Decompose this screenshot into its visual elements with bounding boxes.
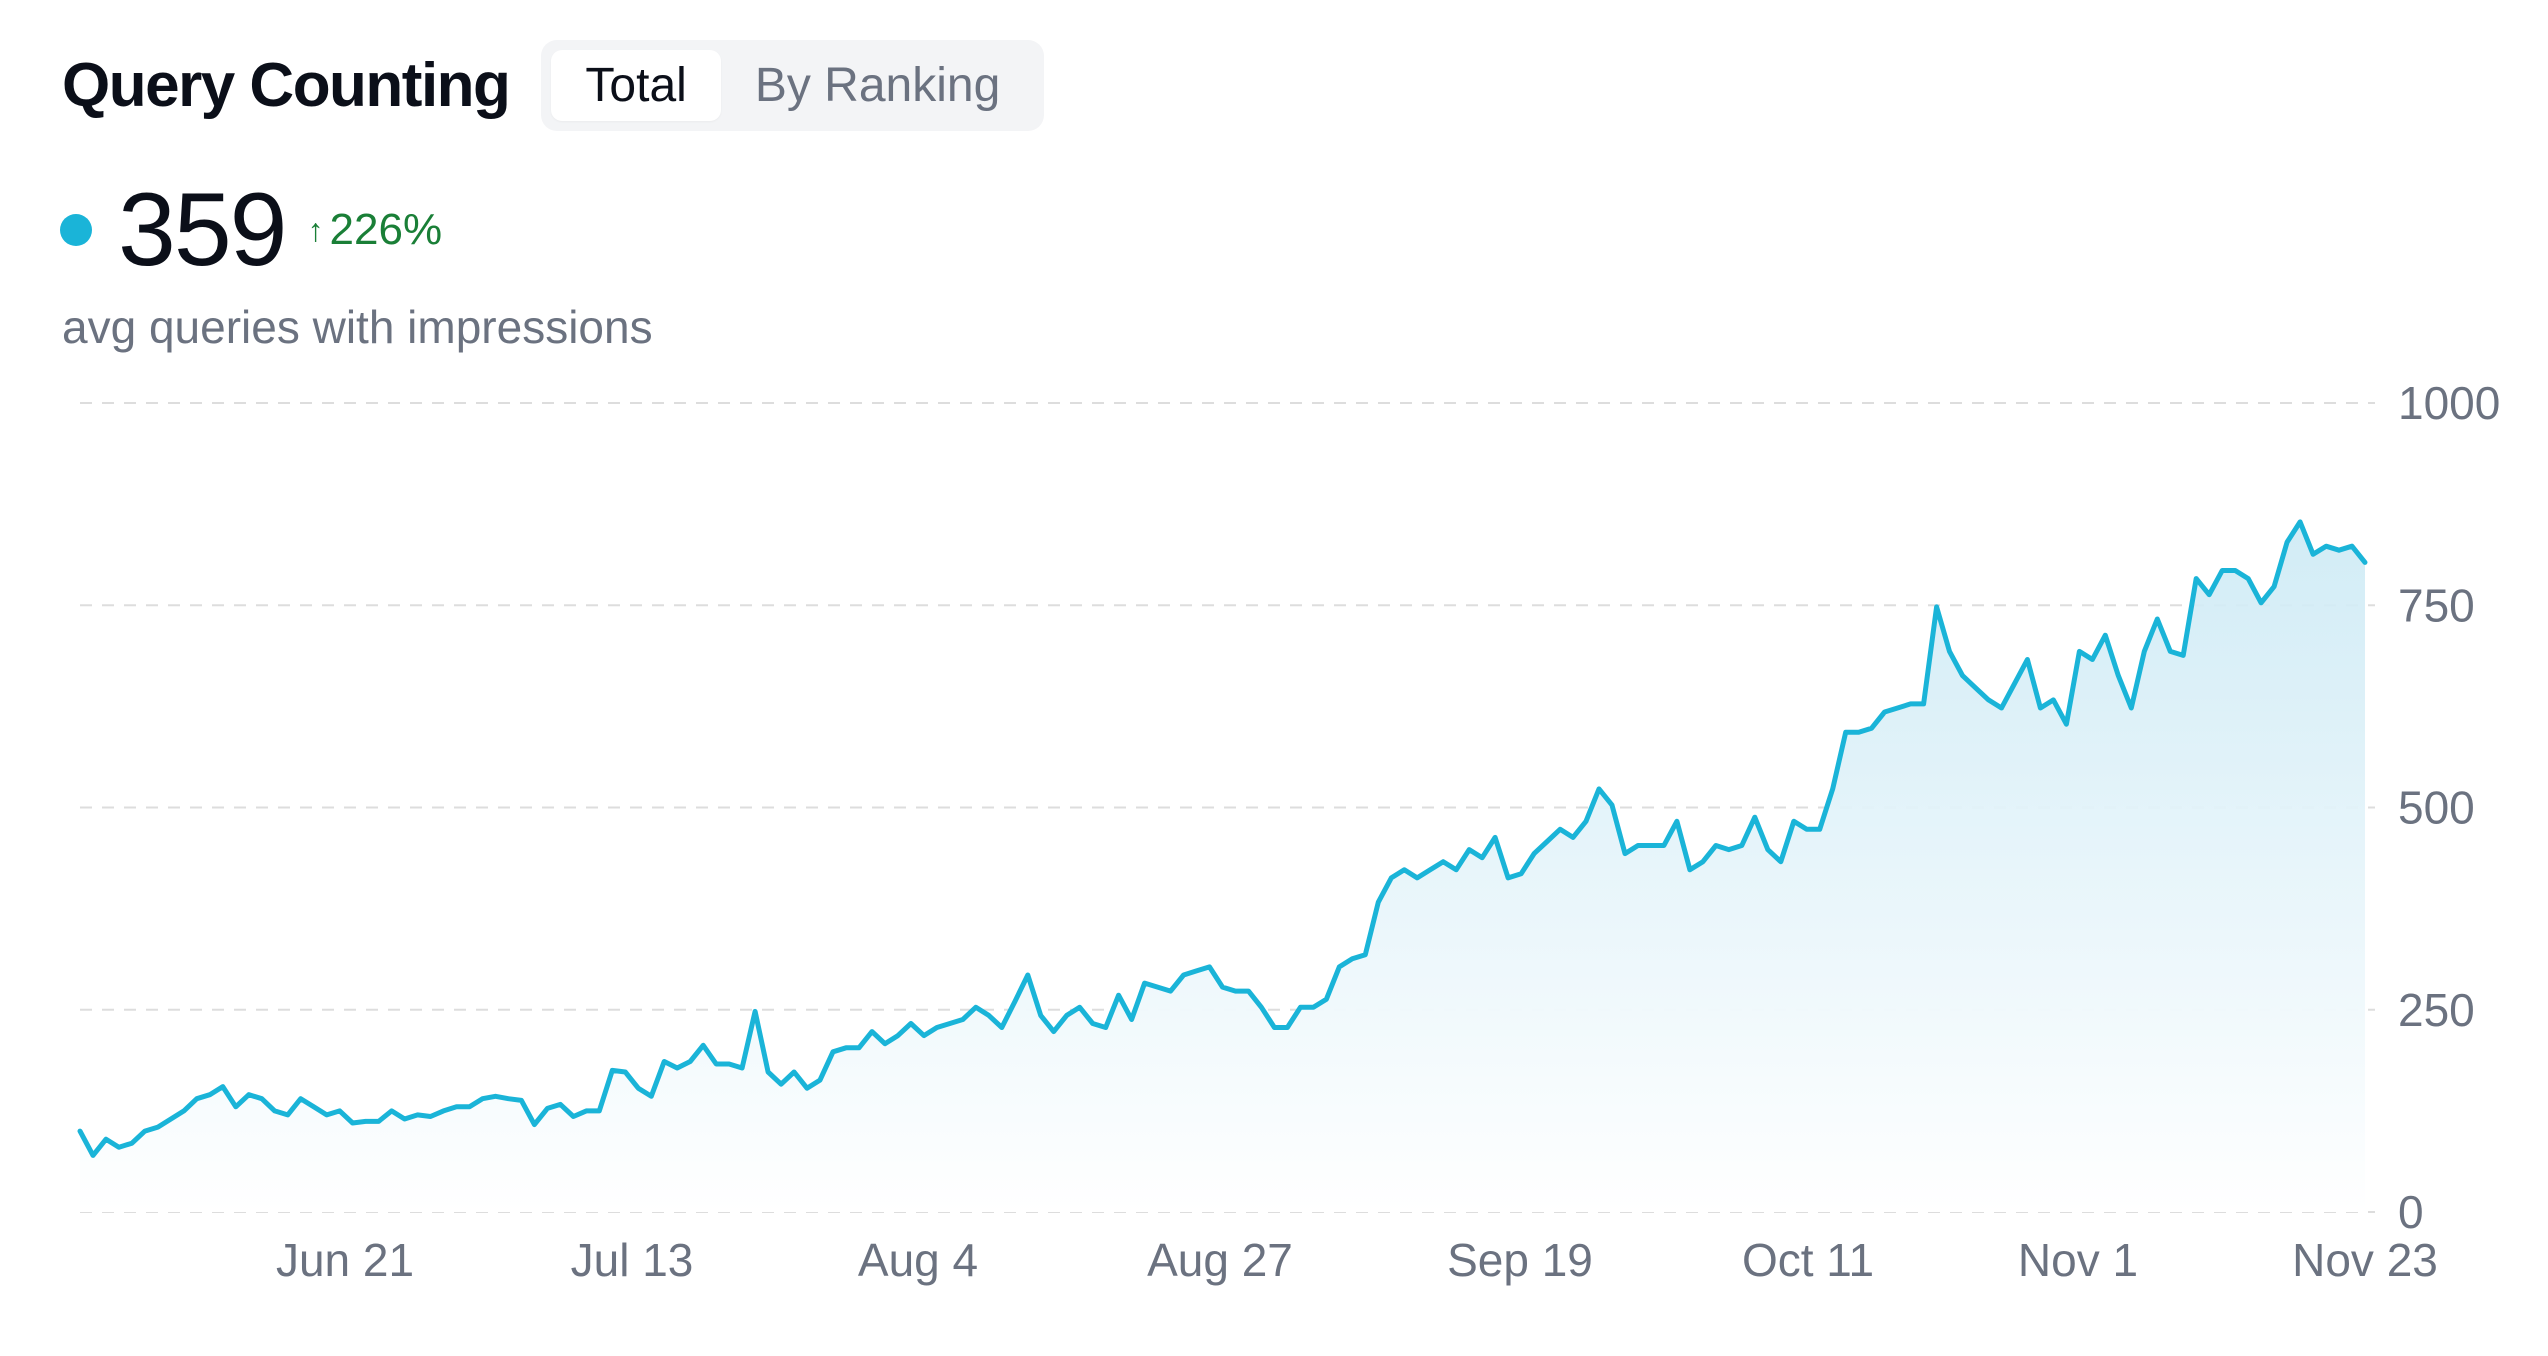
series-line [77,519,2368,1158]
y-tick-label: 500 [2398,782,2475,834]
tab-by-ranking[interactable]: By Ranking [754,59,1001,112]
arrow-up-icon: ↑ [307,211,324,248]
y-tick-label: 1000 [2398,377,2500,429]
x-axis: Jun 21 Jul 13 Aug 4 Aug 27 Sep 19 Oct 11 Nov 1… [276,1234,2438,1286]
x-tick-label: Aug 4 [858,1234,978,1286]
metric-change: ↑ 226% [308,205,443,255]
series-area [80,521,2365,1212]
x-tick-label: Jul 13 [571,1234,694,1286]
y-tick-label: 0 [2398,1186,2424,1238]
x-tick-label: Nov 23 [2292,1234,2438,1286]
x-tick-label: Nov 1 [2018,1234,2138,1286]
series-area-fill [80,521,2365,1212]
x-tick-label: Sep 19 [1447,1234,1593,1286]
y-axis: 0 250 500 750 1000 [2398,377,2500,1238]
x-tick-label: Aug 27 [1147,1234,1293,1286]
y-tick-label: 750 [2398,579,2475,631]
page-title: Query Counting [62,51,511,120]
metric-summary: 359 ↑ 226% [60,178,442,282]
metric-label: avg queries with impressions [62,301,653,353]
x-tick-label: Jun 21 [276,1234,414,1286]
metric-change-value: 226% [329,205,443,254]
series-line-group [77,519,2368,1158]
x-tick-label: Oct 11 [1742,1234,1874,1286]
tab-group: Total By Ranking [541,40,1045,131]
series-dot [60,214,92,246]
metric-value: 359 [118,172,288,288]
y-tick-label: 250 [2398,984,2475,1036]
tab-total[interactable]: Total [551,50,721,121]
header: Query Counting Total By Ranking [62,28,1045,143]
